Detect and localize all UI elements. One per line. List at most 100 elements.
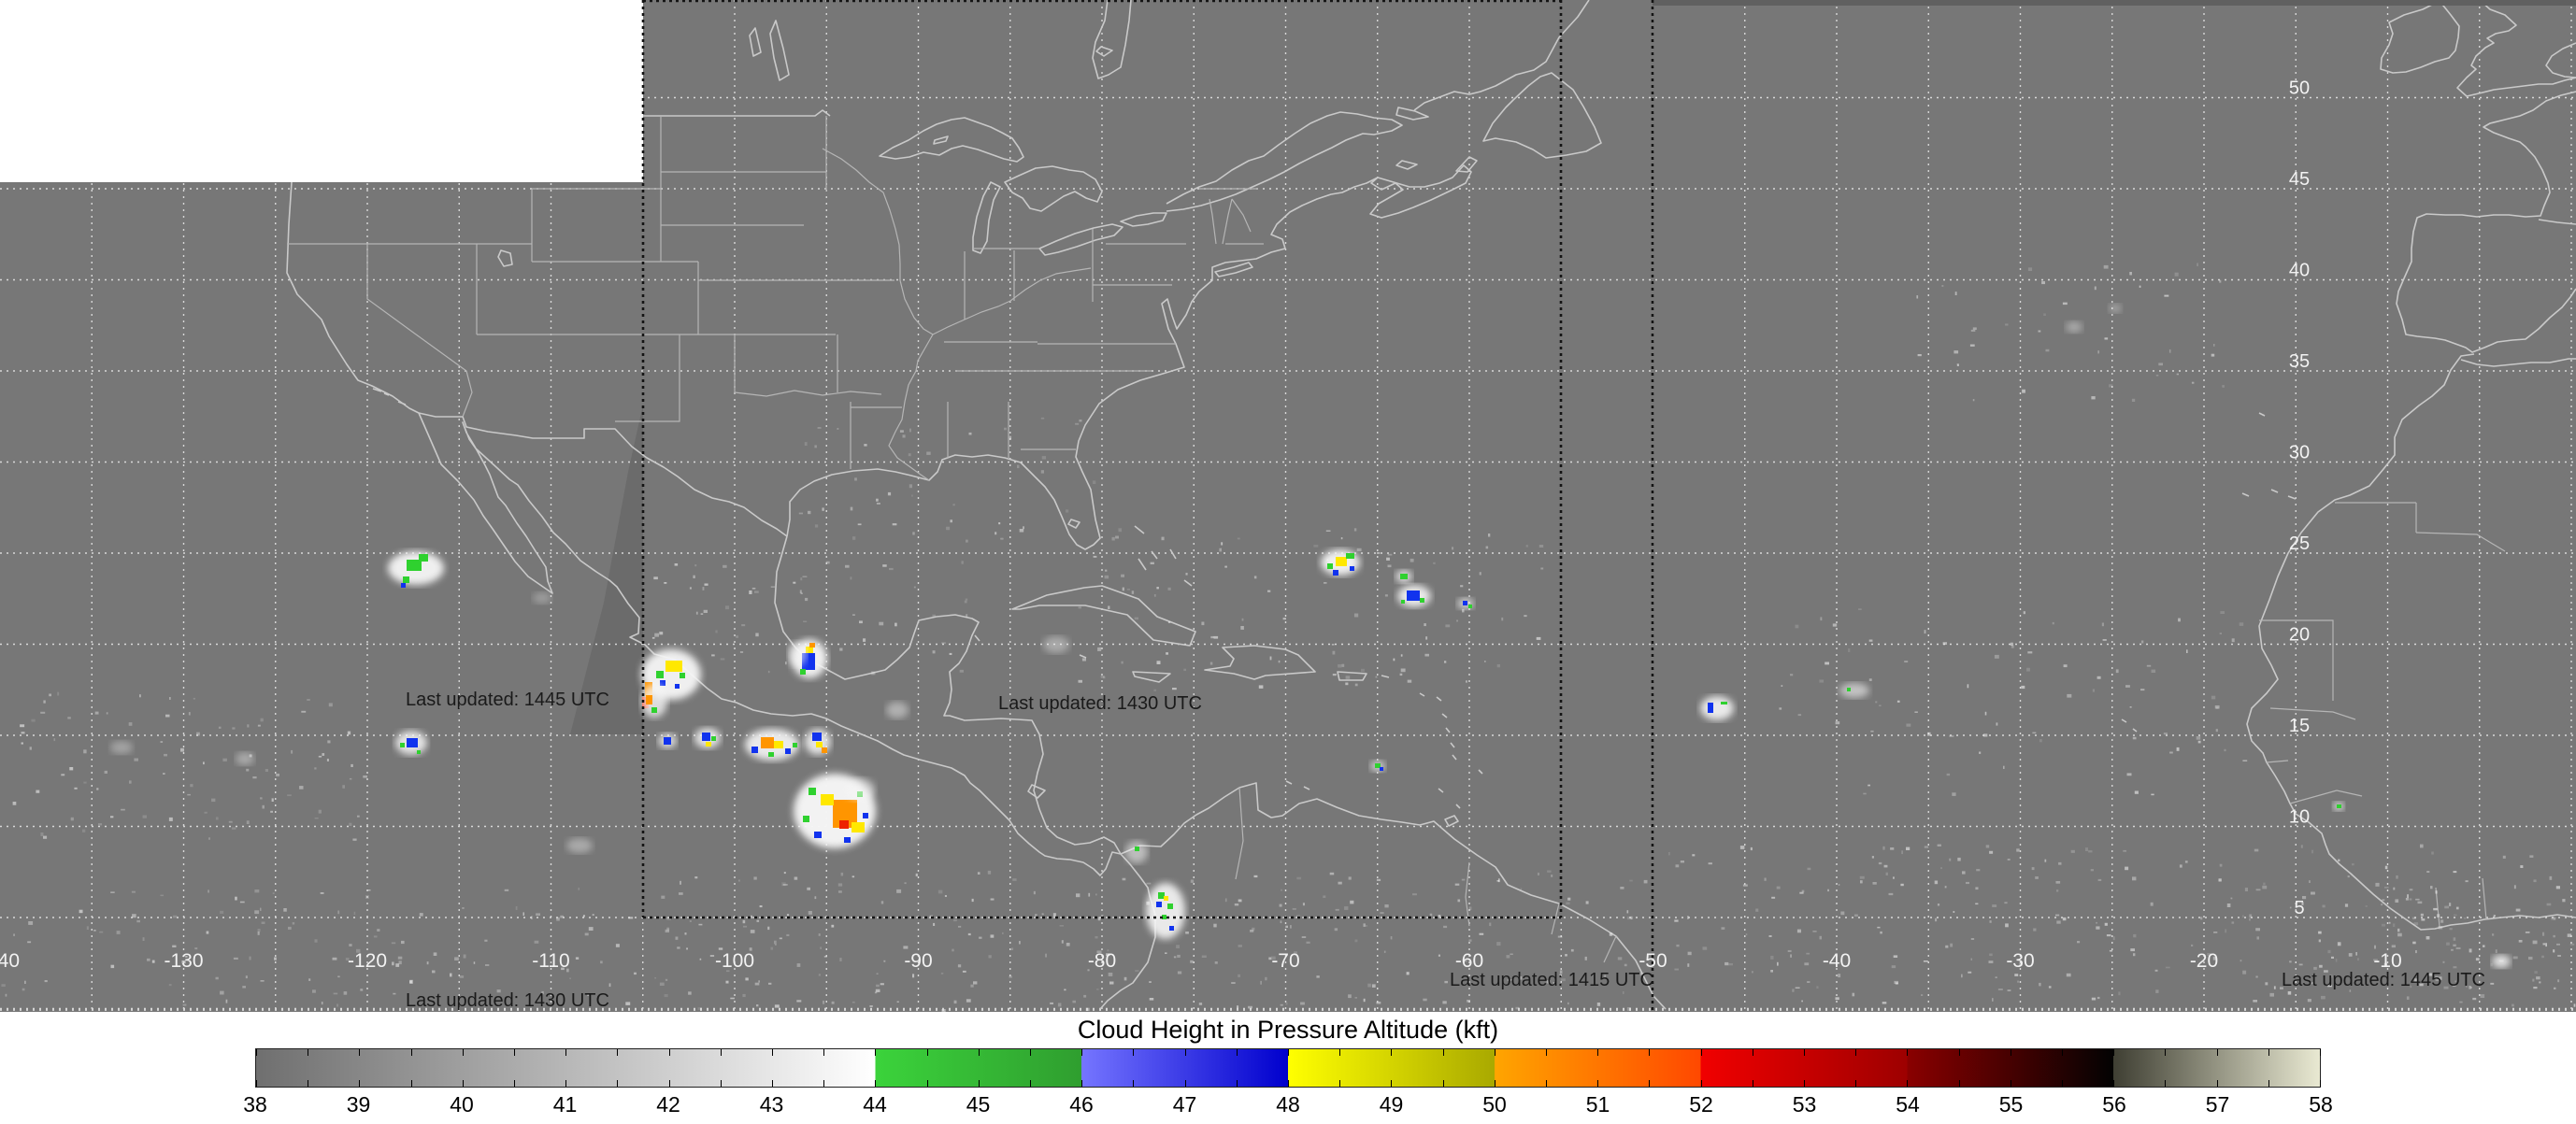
colorbar-tick [1494, 1080, 1496, 1087]
colorbar-tick [359, 1080, 361, 1087]
colorbar-tick [2320, 1049, 2321, 1056]
colorbar-value-label: 39 [346, 1092, 371, 1117]
longitude-label: -110 [532, 950, 569, 972]
colorbar-value-label: 54 [1896, 1092, 1920, 1117]
colorbar-tick [1030, 1049, 1031, 1056]
shadow-wedge [570, 405, 643, 734]
colorbar-tick [1288, 1080, 1289, 1087]
colorbar-tick [410, 1049, 412, 1056]
colorbar-tick [1236, 1049, 1238, 1056]
latitude-label: 5 [2294, 898, 2304, 918]
last-updated-text: Last updated: 1445 UTC [406, 690, 609, 710]
latitude-label: 50 [2289, 78, 2310, 99]
colorbar-value-label: 58 [2309, 1092, 2333, 1117]
sector-boundaries [0, 0, 2576, 1012]
colorbar-tick [1288, 1049, 1289, 1056]
colorbar-legend: Cloud Height in Pressure Altitude (kft) … [0, 1012, 2576, 1124]
colorbar-tick [2216, 1080, 2218, 1087]
colorbar-tick [2320, 1080, 2321, 1087]
colorbar-tick [875, 1080, 877, 1087]
colorbar-tick [823, 1049, 825, 1056]
colorbar-value-label: 53 [1792, 1092, 1817, 1117]
colorbar-tick [359, 1049, 361, 1056]
colorbar-tick [978, 1049, 980, 1056]
colorbar-value-label: 40 [450, 1092, 474, 1117]
colorbar-tick [1494, 1049, 1496, 1056]
colorbar-tick [1081, 1049, 1083, 1056]
colorbar-title: Cloud Height in Pressure Altitude (kft) [1077, 1016, 1499, 1044]
colorbar-tick [565, 1080, 567, 1087]
colorbar-tick [1391, 1080, 1393, 1087]
colorbar-value-label: 48 [1276, 1092, 1300, 1117]
colorbar-tick [2268, 1049, 2269, 1056]
colorbar-value-label: 43 [759, 1092, 784, 1117]
last-updated-text: Last updated: 1415 UTC [1450, 970, 1653, 990]
colorbar-tick [772, 1049, 773, 1056]
longitude-label: -60 [1455, 950, 1483, 972]
coastlines [286, 0, 2576, 1010]
colorbar-value-label: 42 [656, 1092, 680, 1117]
colorbar-tick [1236, 1080, 1238, 1087]
colorbar-tick [2062, 1049, 2063, 1056]
colorbar-tick [462, 1080, 464, 1087]
longitude-label: -80 [1088, 950, 1116, 972]
longitude-labels: -140 -130 -120 -110 -100 -90 -80 -70 -60 -50 -40 -3… [0, 950, 2402, 972]
colorbar-tick [978, 1080, 980, 1087]
longitude-label: -20 [2190, 950, 2218, 972]
colorbar-tick [926, 1049, 928, 1056]
colorbar-tick [617, 1049, 619, 1056]
last-updated-text: Last updated: 1445 UTC [2282, 970, 2485, 990]
colorbar-tick [2165, 1080, 2167, 1087]
colorbar-tick [2165, 1049, 2167, 1056]
colorbar-value-label: 55 [1998, 1092, 2024, 1117]
colorbar-tick [2062, 1080, 2063, 1087]
colorbar-tick [617, 1080, 619, 1087]
colorbar-tick [2268, 1080, 2269, 1087]
colorbar-value-label: 57 [2205, 1092, 2230, 1117]
last-updated-text: Last updated: 1430 UTC [998, 693, 1202, 714]
graticule [0, 0, 2576, 1012]
colorbar-tick [2113, 1080, 2115, 1087]
colorbar-tick [1958, 1049, 1960, 1056]
colorbar-value-label: 46 [1069, 1092, 1094, 1117]
latitude-label: 30 [2289, 443, 2310, 463]
colorbar-value-label: 56 [2102, 1092, 2126, 1117]
colorbar [255, 1048, 2321, 1088]
colorbar-value-label: 41 [552, 1092, 578, 1117]
colorbar-tick [2216, 1049, 2218, 1056]
colorbar-tick [2113, 1049, 2115, 1056]
colorbar-tick [1030, 1080, 1031, 1087]
latitude-label: 25 [2289, 534, 2310, 554]
latitude-label: 45 [2289, 169, 2310, 190]
colorbar-tick [1700, 1080, 1702, 1087]
colorbar-tick [1649, 1049, 1651, 1056]
longitude-label: -90 [904, 950, 932, 972]
no-data-region [0, 0, 643, 182]
colorbar-tick [1339, 1049, 1341, 1056]
longitude-label: -140 [0, 950, 20, 972]
longitude-label: -50 [1639, 950, 1667, 972]
latitude-labels: 50 45 40 35 30 25 20 15 10 5 [2289, 78, 2310, 919]
colorbar-tick [1804, 1080, 1805, 1087]
colorbar-value-label: 52 [1689, 1092, 1713, 1117]
colorbar-value-label: 49 [1379, 1092, 1404, 1117]
colorbar-tick [668, 1049, 670, 1056]
colorbar-tick [410, 1080, 412, 1087]
cloud-field [1, 263, 2576, 1012]
colorbar-tick [1907, 1049, 1909, 1056]
state-country-borders [287, 116, 2506, 963]
colorbar-tick [1958, 1080, 1960, 1087]
colorbar-value-label: 50 [1482, 1092, 1507, 1117]
colorbar-tick [1391, 1049, 1393, 1056]
colorbar-tick [1804, 1049, 1805, 1056]
colorbar-tick [256, 1049, 257, 1056]
colorbar-tick [720, 1080, 722, 1087]
colorbar-value-label: 44 [863, 1092, 887, 1117]
colorbar-tick [1597, 1049, 1599, 1056]
colorbar-tick [1184, 1049, 1186, 1056]
latitude-label: 20 [2289, 625, 2310, 646]
longitude-label: -10 [2373, 950, 2401, 972]
colorbar-value-label: 47 [1172, 1092, 1197, 1117]
longitude-label: -120 [348, 950, 387, 972]
colorbar-tick [1546, 1080, 1547, 1087]
